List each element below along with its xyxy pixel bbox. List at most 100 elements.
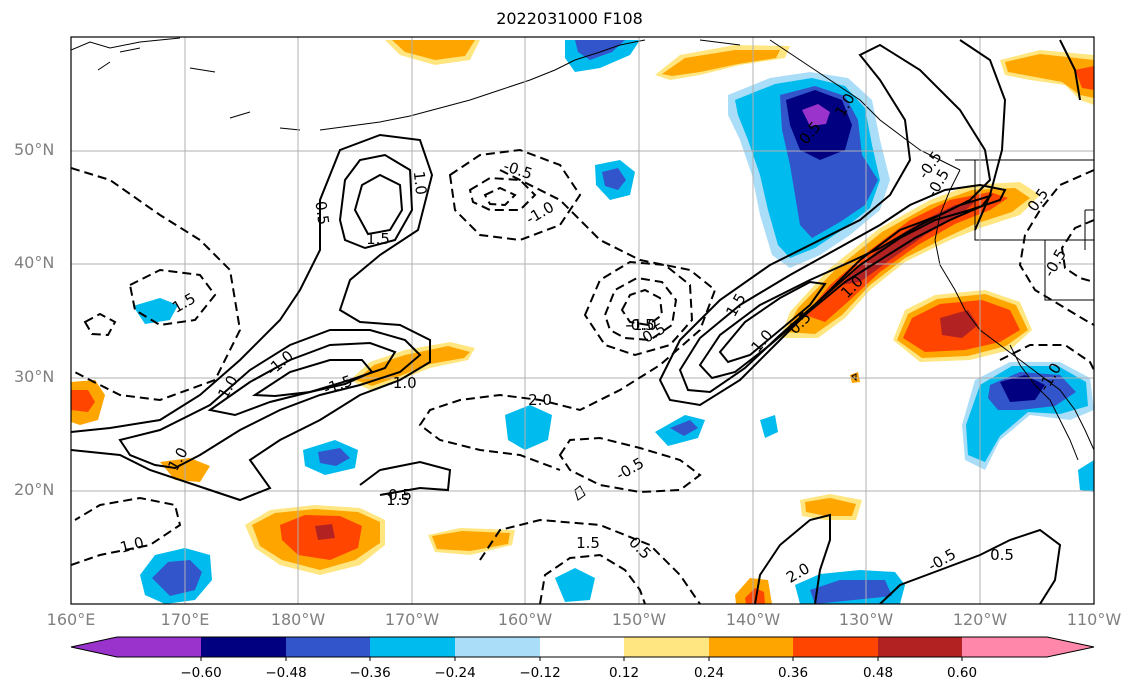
negative-anomaly-small-4-inner <box>670 420 698 436</box>
contour-positive-west-jet-core <box>207 341 397 417</box>
contour-negative-north-center-peak <box>483 186 517 207</box>
negative-anomaly-small-6-inner <box>318 448 350 466</box>
negative-anomaly-small-2 <box>133 298 178 324</box>
contour-negative-central-ring-2 <box>603 276 678 342</box>
lon-label-160e: 160°E <box>46 610 96 629</box>
negative-anomaly-small-3 <box>505 405 552 450</box>
contour-negative-west-inner <box>128 268 217 327</box>
contour-negative-north-center-inner <box>468 176 537 211</box>
gridlines <box>71 37 1094 604</box>
contour-positive-west-jet <box>71 133 434 502</box>
colorbar-tick-060: 0.60 <box>946 665 978 681</box>
contour-label: 1.0 <box>118 533 146 557</box>
colorbar-segment-4 <box>455 637 540 657</box>
lon-label-120w: 120°W <box>952 610 1008 629</box>
contour-label: -0.5 <box>925 545 959 575</box>
colorbar-tick-036: 0.36 <box>777 665 809 681</box>
coastline-islands <box>574 373 857 501</box>
coastlines <box>71 37 1094 501</box>
negative-anomaly-gulf-of-alaska-max <box>802 104 830 126</box>
contour-positive-north-cell <box>338 153 414 250</box>
colorbar-segment-5 <box>540 637 624 657</box>
contour-positive-coast <box>959 39 1007 231</box>
contour-label: 0.5 <box>990 546 1014 564</box>
contour-positive-east-jet-peak <box>718 280 827 364</box>
colorbar-tick-m048: −0.48 <box>265 665 307 681</box>
colorbar-tick-m012: −0.12 <box>519 665 561 681</box>
lon-label-180w: 180°W <box>270 610 326 629</box>
negative-anomaly-south-center-inner <box>810 580 892 604</box>
positive-anomaly-central-peak <box>315 524 335 540</box>
negative-anomaly-small-1-inner <box>602 168 626 190</box>
positive-anomaly-west-coast-band-inner <box>805 192 1008 322</box>
lon-label-140w: 140°W <box>725 610 781 629</box>
contour-negative-baja <box>999 344 1094 371</box>
contour-negative-west-small <box>83 312 117 337</box>
contour-negative-north-center <box>448 148 582 242</box>
contour-positive-south-2 <box>879 528 1062 604</box>
negative-anomaly-baja-east <box>1078 460 1094 492</box>
colorbar-segment-8 <box>793 637 878 657</box>
contour-negative-east-coast <box>1018 169 1094 326</box>
positive-anomaly-aleutians-core <box>392 40 475 60</box>
contour-negative-south-inner <box>539 553 646 604</box>
lat-label-20n: 20°N <box>14 480 55 499</box>
contour-positive-north-cell-inner <box>353 173 404 236</box>
colorbar-segment-1 <box>201 637 286 657</box>
positive-anomaly-south-2-core <box>805 498 856 516</box>
contour-negative-east-coast-inner <box>1060 219 1094 283</box>
positive-anomaly-california-offshore-peak <box>940 310 978 338</box>
contour-label: 1.5 <box>366 230 390 248</box>
contour-label: -0.5 <box>613 454 647 484</box>
coastline-baja <box>1009 344 1079 461</box>
positive-anomaly-northeast-inner <box>1075 66 1094 90</box>
contour-label: -0.5 <box>501 157 534 183</box>
contour-label: 0.5 <box>388 486 412 504</box>
contour-label: -0.5 <box>1040 246 1070 280</box>
contour-negative-south-center <box>558 436 702 494</box>
contour-negative-west <box>71 167 242 402</box>
contour-positive-east-jet-inner <box>678 183 1007 394</box>
contour-label: -1.0 <box>627 316 656 334</box>
map-frame <box>70 36 1095 605</box>
lon-label-170w: 170°W <box>384 610 440 629</box>
lon-label-170e: 170°E <box>160 610 210 629</box>
negative-anomaly-small-5 <box>760 415 778 438</box>
contour-label: 1.0 <box>410 170 430 196</box>
colorbar-segment-2 <box>286 637 370 657</box>
colorbar-segment-7 <box>709 637 793 657</box>
contour-negative-southwest <box>71 496 182 566</box>
contour-label: -1.0 <box>387 374 416 392</box>
contour-positive-west-jet-peak <box>251 359 374 398</box>
positive-anomaly-gulf-north-core <box>662 50 780 76</box>
negative-contours <box>71 148 1094 604</box>
contour-positive-east-jet-core <box>698 194 993 380</box>
positive-anomaly-south-3-inner <box>745 588 765 604</box>
contour-negative-south <box>479 518 701 604</box>
coastline-alaska <box>71 37 961 171</box>
lon-label-110w: 110°W <box>1066 610 1122 629</box>
contour-positive-south-3 <box>359 460 452 496</box>
lon-label-130w: 130°W <box>838 610 894 629</box>
contour-label: -1.5 <box>321 372 355 399</box>
contour-label: 1.5 <box>576 534 600 552</box>
negative-anomaly-gulf-of-alaska-peak <box>786 90 852 160</box>
colorbar-segment-0 <box>71 637 201 657</box>
contour-negative-central-ring-3 <box>620 288 664 327</box>
colorbar-segment-6 <box>624 637 709 657</box>
colorbar-tick-012: 0.12 <box>608 665 640 681</box>
lon-label-150w: 150°W <box>611 610 667 629</box>
contour-negative-central-basin <box>418 169 717 471</box>
lon-label-160w: 160°W <box>497 610 553 629</box>
lat-label-40n: 40°N <box>14 253 55 272</box>
contour-label: -1.0 <box>263 347 297 380</box>
colorbar-segment-3 <box>370 637 455 657</box>
colorbar-segments <box>70 636 1095 661</box>
colorbar-tick-m060: −0.60 <box>180 665 222 681</box>
colorbar-segment-10 <box>962 637 1094 657</box>
contour-positive-south <box>754 513 831 604</box>
colorbar-segment-9 <box>878 637 962 657</box>
positive-anomaly-west-edge-inner <box>71 390 95 412</box>
negative-anomaly-south-small <box>555 568 595 602</box>
contour-label: 1.0 <box>747 326 776 356</box>
